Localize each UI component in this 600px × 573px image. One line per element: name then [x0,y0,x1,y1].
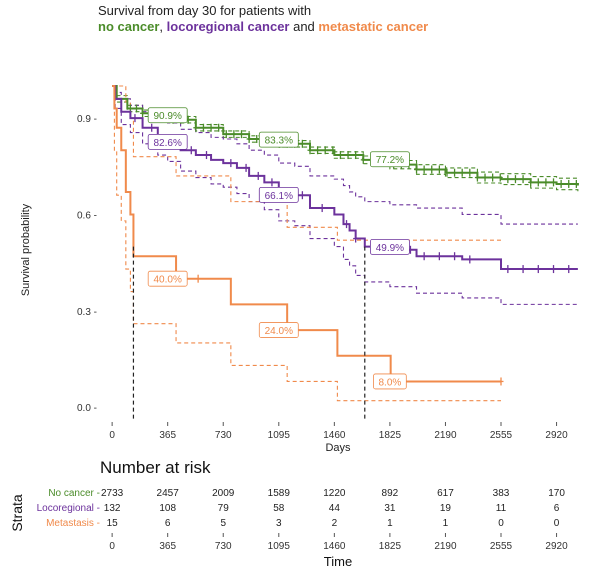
percentage-label-box [369,151,410,168]
metastasis-ci-lower [112,85,502,402]
percentage-label-box [147,107,188,124]
percentage-label-box [373,373,407,390]
percentage-label: 82.6% [154,138,182,149]
percentage-label-box [369,238,410,255]
risk-cell: 0 [498,518,504,529]
percentage-label-box [147,133,188,150]
risk-cell: 617 [437,488,454,499]
y-tick-label: 0.6 - [77,210,97,221]
y-tick-label: 0.9 - [77,114,97,125]
risk-cell: 892 [382,488,399,499]
risk-x-tick-label: 2190 [434,541,457,552]
title-no-cancer: no cancer [98,19,160,34]
percentage-label: 83.3% [265,136,293,147]
risk-row-label: Locoregional - [37,503,100,514]
risk-cell: 1 [443,518,449,529]
confidence-bands [112,85,579,402]
risk-cell: 132 [104,503,121,514]
x-tick-label: 0 [109,430,115,441]
percentage-label: 77.2% [376,155,404,166]
risk-cell: 170 [548,488,565,499]
x-tick-label: 365 [159,430,176,441]
strata-label: Strata [9,494,25,532]
x-tick-label: 2555 [490,430,513,441]
risk-cell: 19 [440,503,452,514]
risk-cell: 58 [273,503,285,514]
survival-curves [112,85,579,386]
x-tick-label: 2920 [545,430,568,441]
percentage-label: 40.0% [154,275,182,286]
risk-cell: 6 [165,518,171,529]
chart-title-line1: Survival from day 30 for patients with [98,3,312,18]
survival-chart: Survival probability Days 0.0 - 0.3 - 0.6 … [20,85,579,454]
risk-table: Strata Time No cancer -2733 2457 2009 1589 1… [9,488,568,569]
y-tick-label: 0.0 - [77,403,97,414]
title-locoregional: locoregional cancer [166,19,290,34]
percentage-label: 49.9% [376,243,404,254]
risk-cell: 108 [159,503,176,514]
metastasis-ci-upper [112,85,502,241]
risk-table-body: No cancer -2733 2457 2009 1589 1220 892 617 383… [37,488,568,552]
risk-table-title: Number at risk [100,458,211,477]
percentage-label: 66.1% [265,191,293,202]
risk-cell: 6 [554,503,560,514]
risk-x-tick-label: 730 [215,541,232,552]
risk-cell: 1220 [323,488,346,499]
x-tick-label: 2190 [434,430,457,441]
risk-cell: 2733 [101,488,124,499]
title-separator-1: , [159,19,167,34]
risk-cell: 383 [493,488,510,499]
risk-row-label: Metastasis - [46,518,100,529]
percentage-label-box [258,322,299,338]
chart-title-line2: no cancer, locoregional cancer and metas… [98,19,428,34]
risk-cell: 31 [384,503,396,514]
percentage-label: 24.0% [265,326,293,337]
risk-x-axis-label: Time [324,554,352,569]
y-tick-label: 0.3 - [77,307,97,318]
risk-x-tick-label: 1460 [323,541,346,552]
y-axis-label: Survival probability [20,203,32,296]
risk-x-tick-label: 1825 [379,541,402,552]
risk-x-tick-label: 2555 [490,541,513,552]
title-separator-2: and [289,19,319,34]
risk-cell: 1 [387,518,393,529]
x-axis-label: Days [325,442,351,454]
x-tick-label: 1095 [268,430,291,441]
risk-x-tick-label: 0 [109,541,115,552]
percentage-label-box [258,186,299,203]
risk-cell: 15 [107,518,119,529]
no-cancer-ci-upper [112,85,579,180]
title-metastatic: metastatic cancer [318,19,429,34]
risk-cell: 44 [329,503,341,514]
risk-cell: 3 [276,518,282,529]
risk-cell: 11 [496,503,507,514]
axes: 0.0 - 0.3 - 0.6 - 0.9 - 0 365 730 1095 1460 1825 2… [77,114,568,441]
risk-cell: 1589 [268,488,291,499]
x-tick-label: 1825 [379,430,402,441]
x-tick-label: 730 [215,430,232,441]
percentage-label: 90.9% [154,111,182,122]
percentage-label-box [147,270,188,287]
risk-cell: 5 [220,518,226,529]
risk-x-tick-label: 365 [159,541,176,552]
percentage-label-box [258,131,299,148]
risk-x-tick-label: 1095 [268,541,291,552]
risk-cell: 2457 [157,488,180,499]
x-tick-label: 1460 [323,430,346,441]
risk-cell: 2 [332,518,338,529]
risk-cell: 2009 [212,488,235,499]
risk-row-label: No cancer - [48,488,100,499]
metastasis-survival-curve [112,85,502,383]
risk-x-tick-label: 2920 [545,541,568,552]
median-lines [132,246,366,420]
percentage-labels: 90.9% 83.3% 77.2% 82.6% 66.1% 49.9% 40.0% 24.0%… [147,107,410,390]
risk-cell: 79 [218,503,230,514]
percentage-label: 8.0% [379,377,402,388]
risk-cell: 0 [554,518,560,529]
